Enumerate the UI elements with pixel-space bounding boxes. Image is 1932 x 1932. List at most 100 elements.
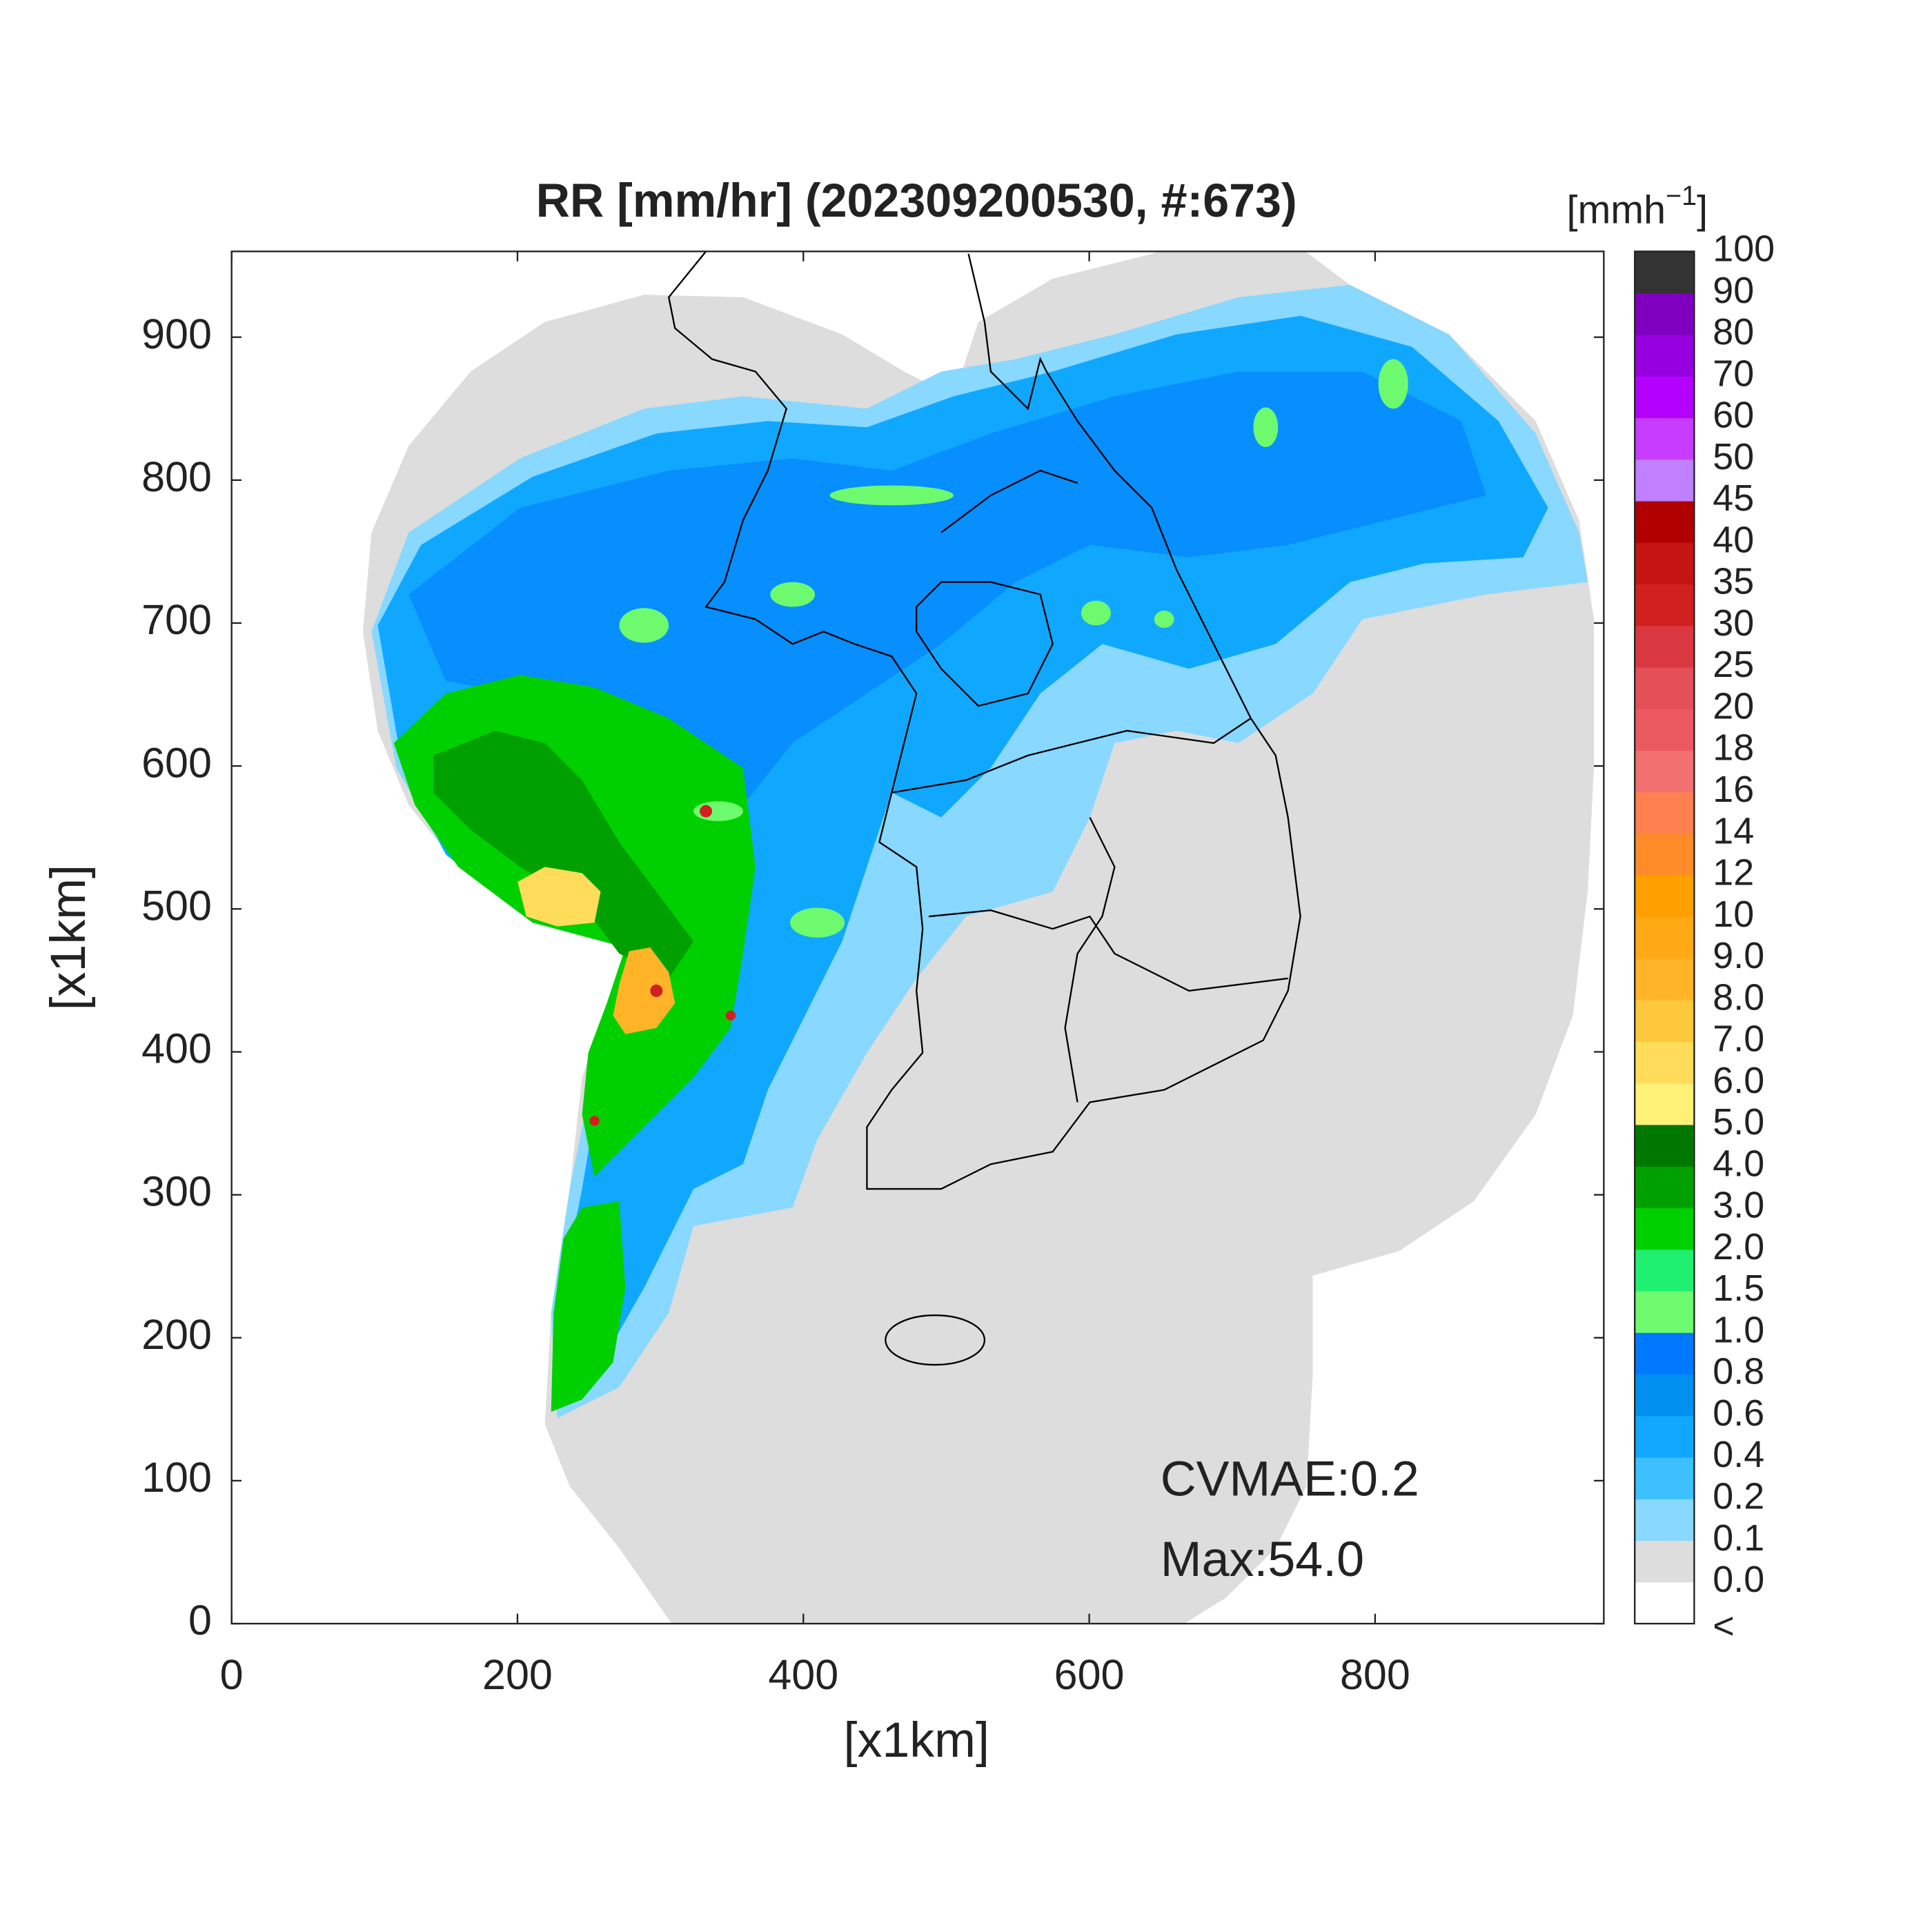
colorbar-frame [1634, 250, 1695, 1625]
colorbar-tick-label: 25 [1713, 644, 1754, 685]
x-tick-label: 0 [220, 1651, 244, 1698]
colorbar-segment [1635, 293, 1695, 335]
colorbar-segment [1635, 625, 1695, 668]
peninsula-coast [667, 251, 1301, 1190]
y-tick-label: 800 [141, 453, 212, 500]
colorbar-tick-label: 18 [1713, 727, 1754, 769]
colorbar-tick-label: 0.2 [1713, 1476, 1764, 1517]
colorbar-segment [1635, 958, 1695, 1000]
colorbar-segment [1635, 1290, 1695, 1333]
rain-green-dark [433, 730, 694, 978]
colorbar-segment [1635, 1415, 1695, 1458]
colorbar-segment [1635, 1457, 1695, 1499]
rain-cell [1154, 610, 1174, 628]
colorbar-tick-label: 40 [1713, 519, 1754, 560]
y-tick-label: 500 [141, 882, 212, 929]
colorbar-tick-label: 7.0 [1713, 1018, 1764, 1060]
colorbar-segment [1635, 542, 1695, 585]
colorbar-tick-label: 6.0 [1713, 1060, 1764, 1101]
colorbar-segment [1635, 459, 1695, 502]
annotation: CVMAE:0.2 [1161, 1451, 1419, 1506]
colorbar-tick-label: 4.0 [1713, 1143, 1764, 1184]
y-tick-label: 200 [141, 1311, 212, 1358]
x-tick-label: 600 [1054, 1651, 1125, 1698]
rain-peaks [589, 805, 736, 1126]
x-tick-label: 800 [1340, 1651, 1410, 1698]
rain-orange [613, 947, 676, 1034]
x-axis-label: [x1km] [844, 1713, 989, 1768]
rain-peak [650, 984, 663, 997]
colorbar-segment [1635, 500, 1695, 543]
province-border [891, 718, 1252, 793]
rain-cell [1081, 600, 1111, 626]
colorbar-tick-label: 1.5 [1713, 1268, 1764, 1309]
jeju-coast [885, 1314, 986, 1366]
colorbar-segment [1635, 1166, 1695, 1208]
colorbar-segment [1635, 251, 1695, 294]
colorbar-segment [1635, 1124, 1695, 1167]
colorbar-segment [1635, 875, 1695, 918]
radar-field [362, 251, 1594, 1624]
y-tick-label: 900 [141, 310, 212, 357]
colorbar-tick-label: 0.0 [1713, 1559, 1764, 1600]
colorbar-segment [1635, 1374, 1695, 1417]
rain-cells [619, 359, 1408, 938]
x-tick-label: 400 [768, 1651, 838, 1698]
colorbar-under [1635, 1581, 1695, 1624]
colorbar-segment [1635, 1083, 1695, 1125]
y-axis-label: [x1km] [41, 865, 96, 1010]
colorbar-segment [1635, 1540, 1695, 1583]
colorbar-tick-label: 0.4 [1713, 1434, 1764, 1475]
colorbar-under-label: < [1713, 1605, 1734, 1646]
colorbar-tick-label: 20 [1713, 685, 1754, 727]
colorbar-tick-label: 14 [1713, 810, 1754, 851]
colorbar-label-part: [mmh [1567, 188, 1666, 233]
rain-peak [589, 1116, 600, 1126]
colorbar-tick-label: 0.8 [1713, 1351, 1764, 1392]
rain-cell [1378, 359, 1408, 409]
colorbar-segment [1635, 834, 1695, 876]
colorbar-tick-label: 0.6 [1713, 1392, 1764, 1434]
colorbar-segment [1635, 791, 1695, 834]
colorbar-segment [1635, 584, 1695, 627]
y-tick-label: 700 [141, 596, 212, 643]
province-border [940, 469, 1078, 533]
rain-cell [790, 907, 845, 938]
colorbar-segment [1635, 750, 1695, 793]
province-border [1064, 817, 1116, 1103]
colorbar-tick-label: 16 [1713, 769, 1754, 810]
colorbar-tick-label: 3.0 [1713, 1185, 1764, 1226]
colorbar-tick-label: 10 [1713, 894, 1754, 935]
colorbar-segment [1635, 1041, 1695, 1084]
colorbar-tick-label: 100 [1713, 228, 1775, 270]
colorbar-tick-label: 5.0 [1713, 1101, 1764, 1143]
colorbar-segment [1635, 1499, 1695, 1541]
colorbar-tick-label: 35 [1713, 561, 1754, 602]
y-tick-label: 300 [141, 1168, 212, 1215]
axes-box [230, 250, 1605, 1625]
rain-yellow [518, 867, 601, 927]
colorbar-tick-label: 45 [1713, 477, 1754, 519]
colorbar-segment [1635, 1332, 1695, 1375]
colorbar-segment [1635, 376, 1695, 418]
y-tick-label: 0 [188, 1597, 212, 1644]
colorbar-tick-label: 1.0 [1713, 1309, 1764, 1350]
colorbar-tick-label: 70 [1713, 353, 1754, 394]
coastline [667, 251, 1301, 1366]
annotation: Max:54.0 [1161, 1532, 1364, 1587]
colorbar-tick-label: 12 [1713, 852, 1754, 894]
colorbar-segment [1635, 916, 1695, 959]
colorbar-tick-label: 50 [1713, 436, 1754, 477]
x-tick-label: 200 [482, 1651, 553, 1698]
colorbar-label: [mmh−1] [1567, 181, 1708, 233]
chart-title: RR [mm/hr] (202309200530, #:673) [536, 175, 1297, 227]
colorbar-segment [1635, 667, 1695, 709]
rain-peak [725, 1010, 736, 1021]
colorbar-tick-label: 60 [1713, 395, 1754, 436]
y-tick-label: 100 [141, 1454, 212, 1501]
colorbar-segment [1635, 334, 1695, 377]
colorbar-tick-label: 90 [1713, 270, 1754, 311]
rain-cell [1253, 407, 1279, 447]
